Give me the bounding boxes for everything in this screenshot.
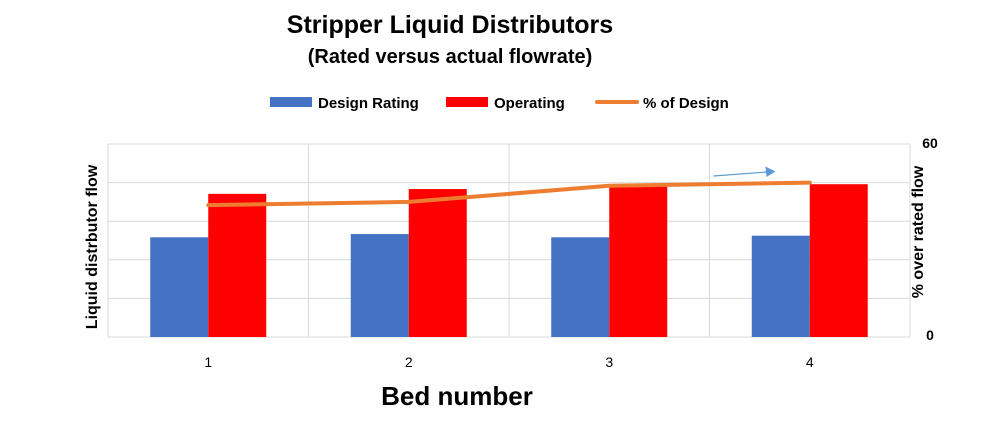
bar-design-rating-3 [551, 237, 610, 337]
bars [150, 184, 868, 337]
bar-operating-2 [408, 189, 467, 337]
legend-label-operating: Operating [494, 95, 565, 112]
legend-swatch-operating [446, 97, 488, 107]
annotation-arrow-head [765, 166, 776, 177]
y2-tick-label-top: 60 [922, 135, 938, 151]
legend-label-design-rating: Design Rating [318, 95, 419, 112]
annotation-arrow [713, 166, 776, 177]
line-pct-of-design [206, 180, 812, 208]
chart-subtitle: (Rated versus actual flowrate) [308, 46, 593, 68]
x-tick-label-2: 2 [405, 354, 413, 370]
x-axis-title: Bed number [381, 381, 533, 411]
y2-tick-label-bottom: 0 [926, 327, 934, 343]
x-tick-label-3: 3 [605, 354, 613, 370]
bar-operating-1 [208, 193, 267, 337]
x-tick-labels: 1 2 3 4 [204, 354, 814, 370]
y2-axis-title: % over rated flow [910, 165, 927, 298]
bar-design-rating-1 [150, 237, 209, 337]
x-tick-label-1: 1 [204, 354, 212, 370]
line-series [206, 180, 812, 208]
legend: Design Rating Operating % of Design [270, 95, 729, 112]
bar-operating-3 [609, 185, 668, 337]
annotation-arrow-shaft [713, 171, 768, 177]
bar-operating-4 [809, 184, 868, 337]
bar-design-rating-2 [350, 234, 409, 337]
chart-title: Stripper Liquid Distributors [287, 11, 613, 39]
legend-swatch-design-rating [270, 97, 312, 107]
legend-label-pct-of-design: % of Design [643, 95, 729, 112]
bar-design-rating-4 [751, 235, 810, 337]
x-tick-label-4: 4 [806, 354, 814, 370]
y-axis-title: Liquid distrbutor flow [84, 164, 101, 329]
